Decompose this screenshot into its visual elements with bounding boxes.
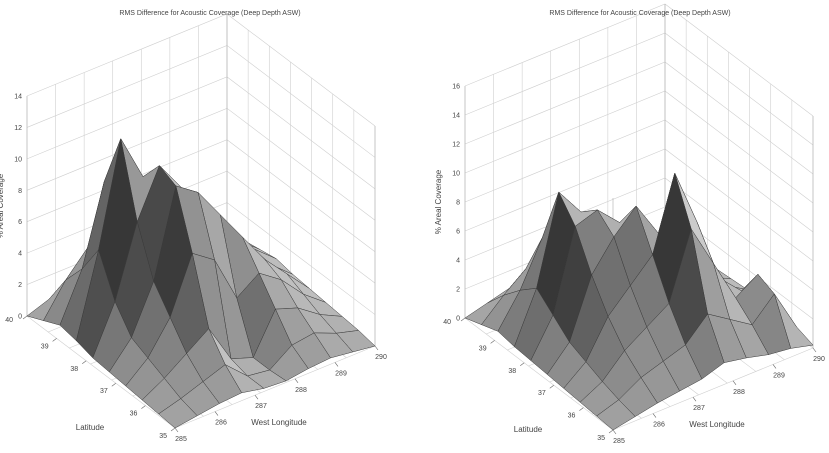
y-tick-label: 38: [508, 368, 516, 375]
y-tickmark: [549, 384, 554, 389]
surface-chart-right: 0 2 4 6 8 10 12 14 16 39 38 37 36 35 40 285 286 287 288 289…: [415, 0, 829, 453]
y-tickmark: [170, 427, 176, 432]
floor-gridline: [26, 315, 176, 429]
y-tick-label: 39: [41, 343, 49, 350]
z-tick-label: 14: [14, 94, 22, 101]
z-tick-label: 12: [452, 142, 460, 149]
y-tick-label: 39: [479, 345, 487, 352]
z-gridline: [464, 61, 814, 175]
z-tick-label: 2: [456, 287, 460, 294]
y-tick-label: 35: [597, 435, 605, 442]
surface-patch: [158, 398, 198, 429]
y-tickmark: [22, 315, 28, 320]
x-tickmark: [254, 395, 259, 400]
surface-chart-left: 0 2 4 6 8 10 12 14 39 38 37 36 35 40 285 286 287 288 289 29…: [0, 0, 414, 453]
y-axis-label: Latitude: [514, 425, 543, 434]
x-tickmark: [334, 362, 339, 367]
y-axis-label: Latitude: [76, 423, 105, 432]
z-gridline: [464, 32, 814, 146]
surface-plot-left: 0 2 4 6 8 10 12 14 39 38 37 36 35 40 285 286 287 288 289 29…: [0, 10, 387, 444]
y-tickmark: [579, 407, 584, 411]
surface-patch: [596, 399, 636, 431]
x-tickmark: [772, 364, 777, 369]
y-tickmark: [608, 429, 614, 434]
x-axis-label: West Longitude: [251, 418, 307, 427]
x-tickmark: [812, 347, 817, 353]
chart-title: RMS Difference for Acoustic Coverage (De…: [119, 10, 300, 17]
x-tick-label: 286: [653, 422, 665, 429]
x-tickmark: [692, 397, 697, 402]
y-tickmark: [111, 382, 116, 387]
y-tickmark: [52, 338, 57, 342]
x-tickmark: [652, 413, 657, 418]
x-tick-label: 288: [295, 387, 307, 394]
y-tick-label: 37: [100, 388, 108, 395]
z-tick-label: 6: [18, 219, 22, 226]
y-tickmark: [520, 362, 525, 367]
x-tick-label: 290: [813, 356, 825, 363]
y-tick-label: 37: [538, 390, 546, 397]
z-gridline: [26, 45, 376, 158]
x-tickmark: [612, 429, 617, 435]
x-tickmark: [214, 411, 219, 416]
x-axis-label: West Longitude: [689, 420, 745, 429]
z-gridline: [26, 76, 376, 190]
z-axis-label: % Areal Coverage: [0, 173, 5, 238]
z-gridline: [26, 13, 376, 127]
z-tick-label: 0: [18, 314, 22, 321]
z-tick-label: 4: [18, 251, 22, 258]
surface-layer: [464, 172, 814, 431]
y-tickmark: [460, 317, 466, 322]
x-tick-label: 286: [215, 420, 227, 427]
z-tick-label: 8: [18, 188, 22, 195]
y-tick-label: 40: [443, 319, 451, 326]
z-tick-label: 8: [456, 200, 460, 207]
x-tick-label: 290: [375, 354, 387, 361]
tick-layer: 0 2 4 6 8 10 12 14 39 38 37 36 35 40 285 286 287 288 289 29…: [5, 94, 387, 444]
z-tick-label: 10: [14, 156, 22, 163]
z-axis-label: % Areal Coverage: [434, 169, 443, 234]
z-tick-label: 0: [456, 316, 460, 323]
x-tick-label: 285: [175, 436, 187, 443]
floor-gridline: [464, 317, 614, 431]
surface-plot-right: 0 2 4 6 8 10 12 14 16 39 38 37 36 35 40 285 286 287 288 289…: [434, 3, 825, 446]
z-tick-label: 2: [18, 282, 22, 289]
x-tick-label: 285: [613, 438, 625, 445]
y-tick-label: 40: [5, 317, 13, 324]
z-gridline: [464, 90, 814, 204]
floor-gridline: [612, 347, 814, 431]
z-tick-label: 14: [452, 113, 460, 120]
x-tickmark: [374, 345, 379, 351]
z-tick-label: 10: [452, 171, 460, 178]
z-tick-label: 4: [456, 258, 460, 265]
y-tick-label: 38: [70, 366, 78, 373]
z-gridline: [464, 3, 814, 117]
floor-gridline: [174, 345, 376, 429]
y-tick-label: 36: [568, 413, 576, 420]
x-tickmark: [732, 380, 737, 385]
x-tick-label: 287: [693, 405, 705, 412]
tick-layer: 0 2 4 6 8 10 12 14 16 39 38 37 36 35 40 285 286 287 288 289…: [443, 84, 825, 446]
x-tickmark: [174, 427, 179, 433]
y-tick-label: 36: [130, 411, 138, 418]
y-tick-label: 35: [159, 433, 167, 440]
y-tickmark: [141, 405, 146, 409]
x-tickmark: [294, 378, 299, 383]
z-tick-label: 12: [14, 125, 22, 132]
z-tick-label: 6: [456, 229, 460, 236]
surface-layer: [26, 138, 376, 429]
x-tick-label: 288: [733, 389, 745, 396]
chart-title: RMS Difference for Acoustic Coverage (De…: [549, 10, 730, 17]
z-tick-label: 16: [452, 84, 460, 91]
y-tickmark: [82, 360, 87, 365]
x-tick-label: 287: [255, 403, 267, 410]
x-tick-label: 289: [335, 370, 347, 377]
x-tick-label: 289: [773, 372, 785, 379]
y-tickmark: [490, 340, 495, 344]
